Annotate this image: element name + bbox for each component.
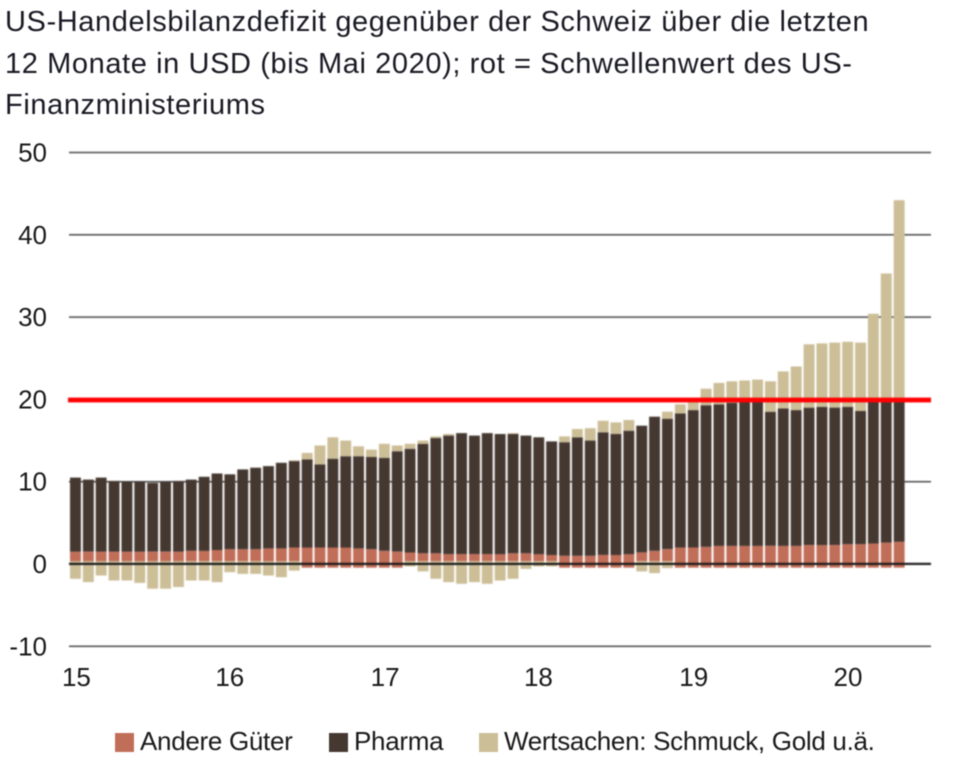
svg-text:Andere Güter: Andere Güter [140,726,293,756]
svg-text:15: 15 [62,662,91,692]
svg-text:19: 19 [679,662,708,692]
svg-text:-10: -10 [9,631,47,661]
svg-text:10: 10 [18,467,47,497]
svg-text:Pharma: Pharma [354,726,444,756]
svg-text:30: 30 [18,302,47,332]
svg-text:17: 17 [371,662,400,692]
svg-text:20: 20 [834,662,863,692]
svg-text:18: 18 [524,662,553,692]
svg-text:50: 50 [18,138,47,168]
svg-text:0: 0 [33,549,47,579]
svg-text:40: 40 [18,220,47,250]
svg-text:20: 20 [18,384,47,414]
svg-text:16: 16 [215,662,244,692]
svg-text:Wertsachen: Schmuck, Gold u.ä.: Wertsachen: Schmuck, Gold u.ä. [504,726,875,756]
